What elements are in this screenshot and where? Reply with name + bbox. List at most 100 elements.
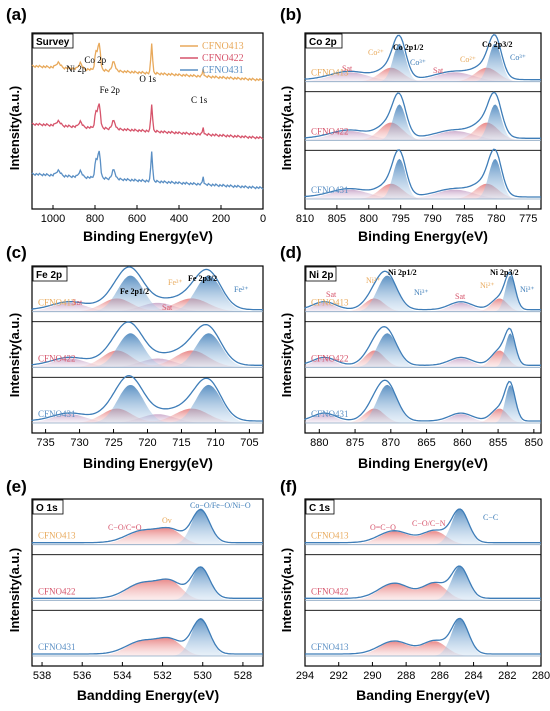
x-tick-label: 292 [330, 670, 348, 682]
x-axis-label: Bandding Energy(eV) [77, 687, 219, 703]
x-axis-label: Banding Energy(eV) [356, 687, 490, 703]
y-axis-label: Intensity(a.u.) [279, 86, 294, 171]
envelope-curve [31, 375, 263, 422]
plot-frame [304, 498, 542, 667]
fit-component-blue [305, 384, 541, 423]
panel-label: (f) [280, 477, 297, 496]
x-tick-label: 860 [453, 437, 471, 449]
sample-label: CFNO413 [38, 531, 76, 541]
x-tick-label: 875 [346, 437, 364, 449]
sample-label: CFNO413 [311, 531, 349, 541]
annotation-fe3: Fe³⁺ [168, 278, 183, 287]
annotation-ov: Ov [162, 516, 172, 525]
x-tick-label: 538 [33, 670, 51, 682]
peak-annotations: C−C O=C−O C−O/C−N [370, 513, 498, 532]
sample-label: CFNO431 [38, 642, 76, 652]
box-title: Co 2p [309, 37, 337, 48]
fit-component-blue [305, 104, 541, 141]
sample-label: CFNO413 [311, 68, 349, 78]
panel-label: (d) [280, 243, 302, 262]
x-tick-label: 720 [138, 437, 156, 449]
legend: CFNO413 CFNO422 CFNO431 [180, 41, 244, 76]
legend-label-1: CFNO413 [202, 41, 244, 52]
satellite-component [305, 414, 541, 423]
peak-label: Ni 2p [66, 64, 87, 74]
x-tick-label: 400 [170, 213, 188, 225]
envelope-curve [304, 33, 541, 81]
panel-b: (b) Intensity(a.u.) Co 2p CFNO413 CFNO422… [279, 5, 542, 244]
panel-c: (c) Intensity(a.u.) Fe 2p CFNO413 CFNO422… [6, 243, 264, 471]
x-tick-label: 865 [417, 437, 435, 449]
x-tick-label: 715 [172, 437, 190, 449]
x-ticks: 538 536 534 532 530 528 [33, 662, 252, 682]
panel-d: (d) Intensity(a.u.) Ni 2p CFNO413 CFNO422… [279, 243, 543, 471]
survey-series [31, 42, 264, 190]
x-tick-label: 286 [431, 670, 449, 682]
legend-label-2: CFNO422 [202, 53, 244, 64]
peak-label: C 1s [191, 95, 208, 105]
x-ticks: 294 292 290 288 286 284 282 280 [296, 662, 550, 682]
x-ticks: 735 730 725 720 715 710 705 [36, 429, 259, 449]
annotation-co2p12: Co 2p1/2 [393, 43, 423, 52]
satellite-component [305, 358, 541, 368]
annotation-sat: Sat [433, 66, 444, 75]
annotation-c-o: C−O/C=O [108, 523, 142, 532]
x-tick-label: 0 [260, 213, 266, 225]
y-axis-label: Intensity(a.u.) [279, 313, 294, 398]
x-tick-label: 780 [487, 213, 505, 225]
spectra-stack: CFNO413 CFNO422 CFNO431 [304, 33, 541, 200]
sample-label: CFNO422 [311, 586, 349, 596]
x-ticks: 810 805 800 795 790 785 780 775 [296, 205, 537, 225]
satellite-component [305, 302, 541, 312]
x-tick-label: 800 [360, 213, 378, 225]
sample-label: CFNO413 [311, 642, 349, 652]
x-tick-label: 880 [310, 437, 328, 449]
peak-annotations: Sat Co²⁺ Co 2p1/2 Co³⁺ Sat Co²⁺ Co 2p3/2… [342, 40, 526, 75]
fit-component-blue [305, 43, 541, 82]
envelope-curve [304, 270, 541, 311]
peak-annotations: Sat Fe 2p1/2 Fe³⁺ Fe 2p3/2 Fe²⁺ Sat [72, 274, 249, 312]
plot-frame [31, 498, 264, 667]
peak-label: Co 2p [84, 55, 106, 65]
fit-component-blue [32, 275, 263, 312]
box-title: Survey [36, 37, 70, 48]
fit-component-blue [32, 384, 263, 423]
x-ticks: 1000 800 600 400 200 0 [41, 205, 266, 225]
envelope-curve [304, 565, 541, 599]
x-tick-label: 730 [70, 437, 88, 449]
x-tick-label: 294 [296, 670, 314, 682]
fit-component-blue [32, 618, 263, 656]
x-tick-label: 288 [397, 670, 415, 682]
y-axis-label: Intensity(a.u.) [7, 86, 22, 171]
x-tick-label: 870 [382, 437, 400, 449]
fit-component-red [32, 637, 263, 656]
x-tick-label: 710 [206, 437, 224, 449]
annotation-c-c: C−C [483, 513, 498, 522]
series-line-CFNO413 [31, 42, 264, 82]
spectra-stack: CFNO413 CFNO422 CFNO431 [304, 270, 541, 424]
fit-component-red [305, 583, 541, 601]
legend-label-3: CFNO431 [202, 65, 244, 76]
x-tick-label: 805 [328, 213, 346, 225]
fit-component-blue [305, 333, 541, 368]
annotation-fe2p12: Fe 2p1/2 [120, 287, 149, 296]
y-axis-label: Intensity(a.u.) [7, 548, 22, 633]
envelope-curve [31, 266, 263, 311]
panel-label: (b) [280, 5, 302, 24]
x-tick-label: 200 [212, 213, 230, 225]
x-tick-label: 536 [73, 670, 91, 682]
x-tick-label: 810 [296, 213, 314, 225]
spectra-stack: CFNO413 CFNO422 CFNO413 [304, 508, 541, 657]
envelope-curve [304, 508, 541, 544]
y-axis-label: Intensity(a.u.) [7, 313, 22, 398]
series-line-CFNO431 [31, 150, 264, 190]
x-tick-label: 790 [423, 213, 441, 225]
envelope-curve [304, 379, 541, 422]
envelope-curve [31, 321, 263, 366]
box-title-frame [32, 33, 74, 49]
sample-label: CFNO422 [38, 353, 76, 363]
plot-frame [31, 32, 264, 210]
x-tick-label: 1000 [41, 213, 65, 225]
